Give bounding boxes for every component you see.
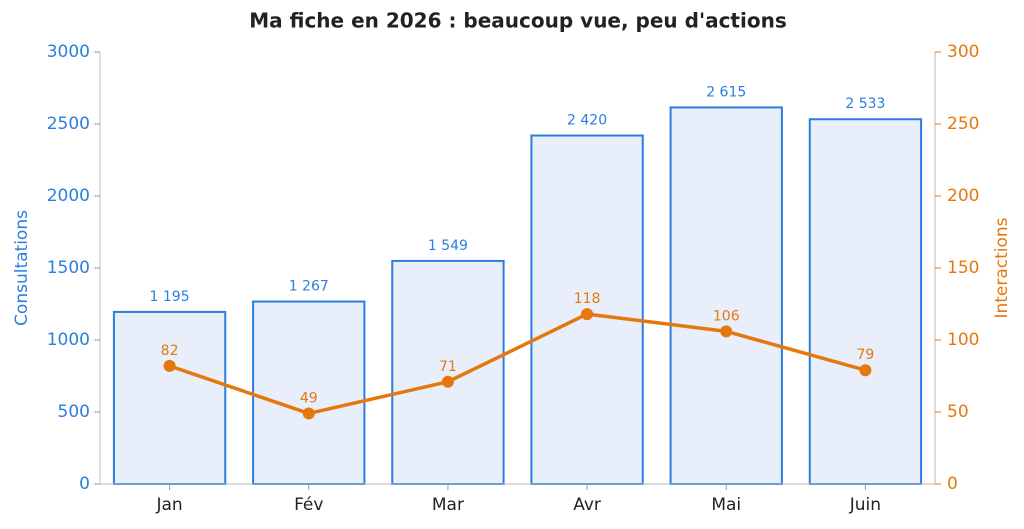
line-point xyxy=(302,407,315,420)
y2-tick-label: 250 xyxy=(947,114,979,134)
line-point xyxy=(441,375,454,388)
y-tick-label: 0 xyxy=(79,474,90,494)
line-value-label: 82 xyxy=(161,343,179,359)
line-point xyxy=(720,325,733,338)
bar-value-label: 2 533 xyxy=(845,96,885,112)
y2-tick-label: 0 xyxy=(947,474,958,494)
x-tick-label: Avr xyxy=(573,495,601,515)
bar-value-label: 1 195 xyxy=(150,289,190,305)
line-value-label: 49 xyxy=(300,390,318,406)
y2-tick-label: 150 xyxy=(947,258,979,278)
x-tick-label: Mai xyxy=(711,495,741,515)
y-tick-label: 1000 xyxy=(47,330,90,350)
y2-tick-label: 50 xyxy=(947,402,969,422)
y2-tick-label: 300 xyxy=(947,42,979,62)
y2-tick-label: 200 xyxy=(947,186,979,206)
x-tick-label: Jan xyxy=(155,495,182,515)
y-tick-label: 2000 xyxy=(47,186,90,206)
y-tick-label: 2500 xyxy=(47,114,90,134)
x-tick-label: Juin xyxy=(849,495,881,515)
y-tick-label: 3000 xyxy=(47,42,90,62)
y-axis-label: Consultations xyxy=(12,210,32,326)
y2-axis-label: Interactions xyxy=(992,217,1012,318)
line-value-label: 71 xyxy=(439,359,457,375)
line-value-label: 106 xyxy=(713,308,740,324)
line xyxy=(169,312,866,416)
y2-tick-label: 100 xyxy=(947,330,979,350)
line-point xyxy=(859,364,872,377)
x-tick-label: Fév xyxy=(294,495,323,515)
bar xyxy=(112,310,227,486)
line-point xyxy=(163,359,176,372)
bar-value-label: 1 549 xyxy=(428,238,468,254)
bar-value-label: 2 420 xyxy=(567,113,607,129)
line-value-label: 118 xyxy=(574,291,601,307)
bar-value-label: 2 615 xyxy=(706,84,746,100)
bar xyxy=(669,106,783,485)
bar-value-label: 1 267 xyxy=(289,279,329,295)
x-tick-label: Mar xyxy=(432,495,464,515)
y-tick-label: 1500 xyxy=(47,258,90,278)
line-point xyxy=(581,308,594,321)
line-value-label: 79 xyxy=(857,347,875,363)
bar xyxy=(808,118,923,486)
chart-title: Ma fiche en 2026 : beaucoup vue, peu d'a… xyxy=(249,9,786,33)
y-tick-label: 500 xyxy=(58,402,90,422)
